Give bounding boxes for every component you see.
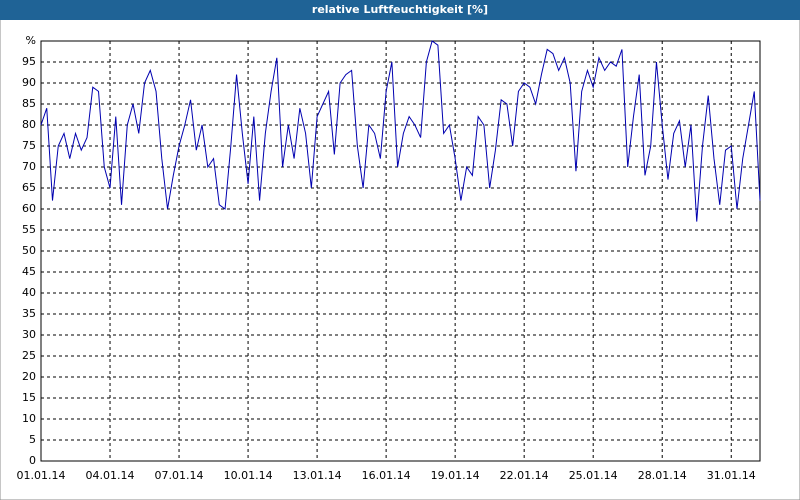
y-tick-label: 30: [22, 328, 36, 341]
x-tick-label: 31.01.14: [707, 469, 756, 482]
y-tick-label: 5: [29, 433, 36, 446]
x-tick-label: 28.01.14: [638, 469, 687, 482]
x-tick-label: 10.01.14: [224, 469, 273, 482]
x-tick-label: 01.01.14: [17, 469, 66, 482]
y-tick-label: 35: [22, 307, 36, 320]
y-tick-label: 90: [22, 76, 36, 89]
y-tick-label: 0: [29, 454, 36, 467]
y-tick-label: 75: [22, 139, 36, 152]
x-tick-label: 25.01.14: [569, 469, 618, 482]
title-bar: [0, 0, 800, 20]
y-tick-label: 70: [22, 160, 36, 173]
y-tick-label: 25: [22, 349, 36, 362]
y-tick-label: 80: [22, 118, 36, 131]
y-tick-label: 40: [22, 286, 36, 299]
y-tick-label: 55: [22, 223, 36, 236]
y-tick-label: 65: [22, 181, 36, 194]
y-tick-label: 15: [22, 391, 36, 404]
y-tick-label: 95: [22, 55, 36, 68]
y-tick-label: %: [26, 34, 36, 47]
y-tick-label: 60: [22, 202, 36, 215]
y-tick-label: 20: [22, 370, 36, 383]
line-series: [40, 40, 761, 222]
x-tick-label: 22.01.14: [500, 469, 549, 482]
x-tick-label: 19.01.14: [431, 469, 480, 482]
chart-title: relative Luftfeuchtigkeit [%]: [312, 3, 488, 16]
y-tick-label: 10: [22, 412, 36, 425]
y-tick-label: 45: [22, 265, 36, 278]
y-tick-label: 85: [22, 97, 36, 110]
x-tick-label: 07.01.14: [155, 469, 204, 482]
y-tick-label: 50: [22, 244, 36, 257]
x-tick-label: 04.01.14: [86, 469, 135, 482]
x-tick-label: 13.01.14: [293, 469, 342, 482]
x-tick-label: 16.01.14: [362, 469, 411, 482]
